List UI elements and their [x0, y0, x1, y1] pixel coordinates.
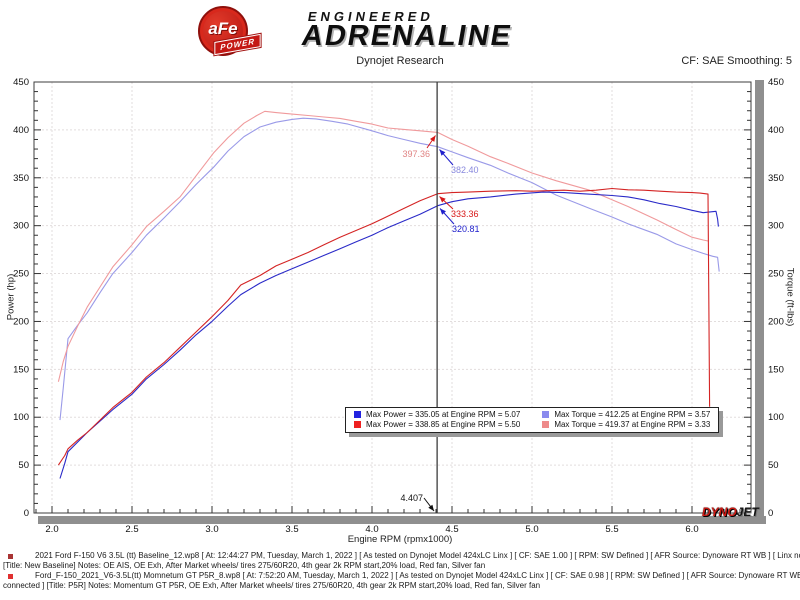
legend-label: Max Power = 338.85 at Engine RPM = 5.50: [366, 420, 521, 429]
svg-text:3.0: 3.0: [205, 524, 218, 535]
svg-text:200: 200: [13, 316, 29, 327]
legend-label: Max Torque = 412.25 at Engine RPM = 3.57: [554, 410, 711, 419]
rpm-axis-label: Engine RPM (rpmx1000): [347, 534, 453, 545]
legend-swatch-icon: [542, 411, 550, 418]
run-info-line: connected ] [Title: P5R] Notes: Momentum…: [3, 581, 541, 590]
svg-text:320.81: 320.81: [452, 224, 480, 234]
svg-text:4.407: 4.407: [400, 493, 423, 503]
power-axis-label: Power (hp): [5, 273, 17, 321]
afe-logo: aFe POWER ENGINEERED ADRENALINE: [190, 4, 570, 56]
run-info-line: 2021 Ford F-150 V6 3.5L (tt) Baseline_12…: [35, 551, 800, 560]
svg-text:397.36: 397.36: [402, 149, 430, 159]
svg-text:3.5: 3.5: [285, 524, 298, 535]
svg-text:2.5: 2.5: [125, 524, 138, 535]
right-scrollbar[interactable]: [755, 80, 764, 517]
svg-text:250: 250: [768, 269, 784, 280]
svg-text:400: 400: [13, 125, 29, 136]
svg-text:300: 300: [13, 221, 29, 232]
svg-text:200: 200: [768, 316, 784, 327]
run-info-p5r: Ford_F-150_2021_V6-3.5L(tt) Momnetum GT …: [0, 571, 800, 591]
legend-label: Max Torque = 419.37 at Engine RPM = 3.33: [554, 420, 711, 429]
run-bullet-icon: [8, 574, 13, 579]
legend-label: Max Power = 335.05 at Engine RPM = 5.07: [366, 410, 521, 419]
svg-text:4.0: 4.0: [365, 524, 378, 535]
annotation-382.40: 382.40: [439, 149, 479, 175]
svg-text:0: 0: [768, 508, 773, 519]
legend-item: Max Torque = 412.25 at Engine RPM = 3.57: [542, 410, 710, 419]
svg-text:50: 50: [18, 460, 29, 471]
legend-item: Max Torque = 419.37 at Engine RPM = 3.33: [542, 420, 710, 429]
legend-swatch-icon: [354, 421, 361, 428]
series-baseline-torque: [59, 117, 720, 421]
dynojet-logo-jet: JET: [736, 505, 759, 519]
run-info-footer: 2021 Ford F-150 V6 3.5L (tt) Baseline_12…: [0, 551, 800, 591]
svg-text:400: 400: [768, 125, 784, 136]
svg-text:450: 450: [13, 77, 29, 88]
svg-text:4.5: 4.5: [445, 524, 458, 535]
svg-text:150: 150: [13, 364, 29, 375]
gridlines: [34, 82, 751, 513]
annotation-320.81: 320.81: [439, 208, 480, 234]
svg-text:0: 0: [24, 508, 29, 519]
series-p5r-power: [57, 187, 711, 466]
annotation-4.407: 4.407: [400, 493, 435, 512]
dynojet-logo-dyno: DYNO: [702, 505, 737, 519]
series-baseline-power: [59, 191, 719, 479]
svg-text:250: 250: [13, 269, 29, 280]
run-info-baseline: 2021 Ford F-150 V6 3.5L (tt) Baseline_12…: [0, 551, 800, 571]
legend-swatch-icon: [354, 411, 361, 418]
svg-text:350: 350: [768, 173, 784, 184]
axis-tick-labels: 0 0 50 50 100 100 150 150 200 200 250 250 300 300 350 3…: [13, 77, 784, 535]
legend: Max Power = 335.05 at Engine RPM = 5.07 M…: [345, 407, 720, 433]
legend-swatch-icon: [542, 421, 550, 428]
annotation-397.36: 397.36: [402, 135, 436, 159]
chart-title: Dynojet Research: [356, 55, 444, 67]
annotation-333.36: 333.36: [439, 196, 479, 219]
legend-item: Max Power = 335.05 at Engine RPM = 5.07: [354, 410, 520, 419]
run-info-line: Ford_F-150_2021_V6-3.5L(tt) Momnetum GT …: [35, 571, 800, 580]
svg-text:350: 350: [13, 173, 29, 184]
svg-text:5.0: 5.0: [525, 524, 538, 535]
svg-text:100: 100: [13, 412, 29, 423]
svg-text:382.40: 382.40: [451, 165, 479, 175]
svg-text:6.0: 6.0: [685, 524, 698, 535]
bottom-scrollbar[interactable]: [38, 516, 766, 524]
svg-text:100: 100: [768, 412, 784, 423]
svg-text:150: 150: [768, 364, 784, 375]
dynojet-logo: DYNOJET: [702, 505, 759, 519]
smoothing-setting[interactable]: CF: SAE Smoothing: 5: [681, 55, 792, 67]
run-info-line: [Title: New Baseline] Notes: OE AIS, OE …: [3, 561, 486, 570]
afe-badge-text: aFe: [208, 19, 238, 38]
plot-frame: [33, 81, 752, 514]
svg-text:5.5: 5.5: [605, 524, 618, 535]
svg-text:50: 50: [768, 460, 779, 471]
axis-ticks: [34, 91, 751, 513]
legend-item: Max Power = 338.85 at Engine RPM = 5.50: [354, 420, 520, 429]
series-p5r-torque: [57, 110, 709, 382]
run-bullet-icon: [8, 554, 13, 559]
svg-text:2.0: 2.0: [45, 524, 58, 535]
svg-text:450: 450: [768, 77, 784, 88]
svg-text:300: 300: [768, 221, 784, 232]
svg-text:333.36: 333.36: [451, 209, 479, 219]
torque-axis-label: Torque (ft-lbs): [784, 267, 796, 327]
